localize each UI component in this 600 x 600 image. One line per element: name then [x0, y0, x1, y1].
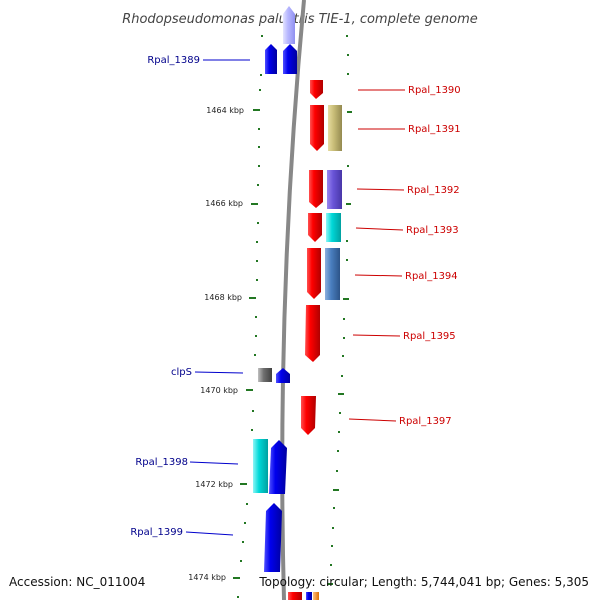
gene-arrow[interactable] [283, 44, 297, 74]
gene-label-rpal-1392[interactable]: Rpal_1392 [407, 185, 460, 196]
gene-arrow-rpal-1394[interactable] [307, 248, 321, 299]
accession-text: Accession: NC_011004 [9, 575, 145, 589]
gene-label-rpal-1395[interactable]: Rpal_1395 [403, 331, 456, 342]
leader-line [352, 334, 401, 337]
gene-arrow-rpal-1390[interactable] [310, 80, 323, 99]
leader-line [348, 418, 397, 422]
gene-arrow-clps[interactable] [276, 368, 290, 383]
kbp-tick-1468: 1468 kbp [204, 293, 256, 302]
leader-line [194, 371, 244, 374]
left-tick-track [237, 35, 263, 598]
gene-label-rpal-1390[interactable]: Rpal_1390 [408, 85, 461, 96]
tick-label: 1470 kbp [200, 386, 238, 395]
gene-arrow-rpal-1391[interactable] [310, 105, 324, 151]
gene-label-rpal-1391[interactable]: Rpal_1391 [408, 124, 461, 135]
kbp-tick-1474: 1474 kbp [188, 573, 240, 582]
gene-arrow-rpal-1392[interactable] [309, 170, 323, 208]
kbp-tick-1470: 1470 kbp [200, 386, 253, 395]
genome-summary-text: Topology: circular; Length: 5,744,041 bp… [258, 575, 589, 589]
gene-label-rpal-1394[interactable]: Rpal_1394 [405, 271, 458, 282]
gene-arrow-rpal-1399[interactable] [264, 503, 282, 572]
kbp-tick-1472: 1472 kbp [195, 480, 247, 489]
gene-label-rpal-1399[interactable]: Rpal_1399 [130, 527, 183, 538]
gene-arrow-rpal-1395[interactable] [305, 305, 320, 362]
gene-label-rpal-1398[interactable]: Rpal_1398 [135, 457, 188, 468]
kbp-tick-1466: 1466 kbp [205, 199, 258, 208]
tick-label: 1464 kbp [206, 106, 244, 115]
gene-box-rpal-1398[interactable] [253, 439, 268, 493]
gene-box[interactable] [325, 248, 340, 300]
right-tick-track [327, 35, 352, 585]
genome-backbone [280, 0, 306, 600]
gene-box[interactable] [328, 105, 342, 151]
gene-box[interactable] [327, 170, 342, 209]
tick-label: 1466 kbp [205, 199, 243, 208]
gene-label-rpal-1393[interactable]: Rpal_1393 [406, 225, 459, 236]
gene-arrow[interactable] [269, 440, 287, 494]
gene-arrow-rpal-1389[interactable] [265, 44, 277, 74]
gene-box[interactable] [288, 592, 302, 600]
gene-box[interactable] [258, 368, 272, 382]
leader-line [189, 461, 239, 465]
leader-line [356, 188, 405, 191]
gene-box[interactable] [313, 592, 319, 600]
genome-title: Rhodopseudomonas palustris TIE-1, comple… [122, 12, 478, 27]
leader-line [355, 227, 404, 231]
gene-label-rpal-1389[interactable]: Rpal_1389 [147, 55, 200, 66]
gene-box[interactable] [306, 592, 312, 600]
leader-line [185, 531, 234, 536]
tick-label: 1468 kbp [204, 293, 242, 302]
kbp-tick-1464: 1464 kbp [206, 106, 260, 115]
tick-label: 1474 kbp [188, 573, 226, 582]
leader-line [354, 274, 403, 277]
gene-arrow-rpal-1393[interactable] [308, 213, 322, 242]
gene-label-rpal-1397[interactable]: Rpal_1397 [399, 416, 452, 427]
tick-label: 1472 kbp [195, 480, 233, 489]
gene-box[interactable] [326, 213, 341, 242]
gene-label-clps[interactable]: clpS [171, 367, 192, 378]
gene-arrow[interactable] [283, 6, 295, 44]
gene-arrow-rpal-1397[interactable] [301, 396, 316, 435]
